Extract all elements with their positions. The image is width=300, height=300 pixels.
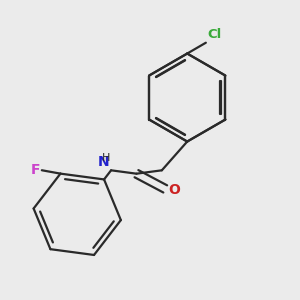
- Text: H: H: [102, 153, 110, 163]
- Text: O: O: [168, 183, 180, 196]
- Text: F: F: [31, 163, 40, 177]
- Text: N: N: [98, 154, 109, 169]
- Text: Cl: Cl: [208, 28, 222, 41]
